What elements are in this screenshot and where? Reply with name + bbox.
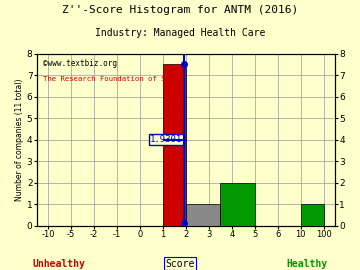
Text: 1.9301: 1.9301 [150, 135, 183, 144]
Text: ©www.textbiz.org: ©www.textbiz.org [43, 59, 117, 68]
Bar [186, 204, 220, 226]
Text: Industry: Managed Health Care: Industry: Managed Health Care [95, 28, 265, 38]
Text: The Research Foundation of SUNY: The Research Foundation of SUNY [43, 76, 178, 82]
Text: Score: Score [165, 259, 195, 269]
Bar [301, 204, 324, 226]
Text: Z''-Score Histogram for ANTM (2016): Z''-Score Histogram for ANTM (2016) [62, 5, 298, 15]
Text: Healthy: Healthy [287, 259, 328, 269]
Y-axis label: Number of companies (11 total): Number of companies (11 total) [15, 78, 24, 201]
Text: Unhealthy: Unhealthy [32, 259, 85, 269]
Bar [220, 183, 255, 226]
Bar [163, 64, 186, 226]
